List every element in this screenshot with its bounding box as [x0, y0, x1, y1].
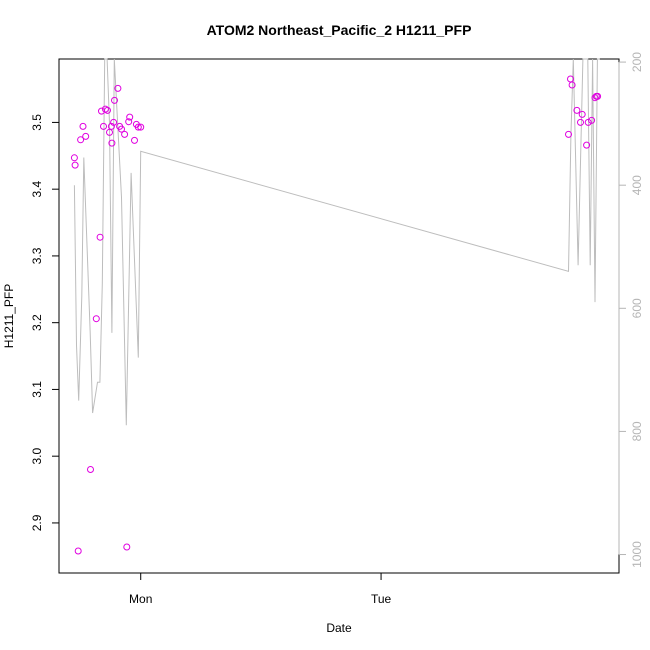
data-point: [77, 136, 85, 144]
pressure-line-layer: [73, 58, 600, 426]
y-tick-label: 3.3: [30, 247, 44, 264]
pressure-series-line: [73, 58, 600, 426]
data-point: [70, 154, 78, 162]
y-tick-label: 3.1: [30, 381, 44, 398]
y2-tick-label: 1000: [630, 541, 644, 568]
data-point-layer: [70, 75, 602, 555]
chart-title: ATOM2 Northeast_Pacific_2 H1211_PFP: [207, 22, 472, 38]
y-tick-label: 3.2: [30, 314, 44, 331]
data-point: [110, 118, 118, 126]
y2-tick-label: 400: [630, 175, 644, 195]
data-point: [131, 136, 138, 144]
x-tick-label: Tue: [371, 592, 392, 606]
plot-frame: [58, 58, 620, 574]
data-point: [74, 547, 82, 555]
data-point: [126, 113, 134, 121]
data-point: [137, 123, 145, 131]
x-axis-label: Date: [326, 621, 352, 635]
y2-tick-label: 200: [630, 52, 644, 72]
data-point: [82, 132, 90, 140]
y2-tick-label: 600: [630, 298, 644, 318]
data-point: [594, 92, 602, 100]
data-point: [108, 139, 116, 147]
data-point: [71, 161, 79, 169]
data-point: [573, 106, 581, 114]
y-axis-label: H1211_PFP: [2, 284, 16, 348]
data-point: [104, 106, 111, 114]
data-point: [125, 118, 133, 126]
data-point: [583, 141, 591, 149]
data-point: [79, 122, 87, 130]
y2-tick-label: 800: [630, 421, 644, 441]
data-point: [121, 130, 129, 138]
data-point: [114, 84, 122, 92]
data-point: [100, 122, 107, 130]
y2-axis: 200 400 600 800 1000: [618, 52, 644, 568]
data-point: [107, 122, 115, 130]
y-tick-label: 3.0: [30, 448, 44, 465]
y-tick-label: 3.4: [30, 181, 44, 198]
data-point: [584, 118, 592, 126]
data-point: [106, 128, 113, 136]
x-axis: Mon Tue: [129, 572, 392, 606]
data-point: [588, 116, 596, 124]
data-point: [568, 81, 576, 89]
data-point: [96, 233, 104, 241]
data-point: [578, 110, 586, 118]
data-point: [123, 543, 131, 551]
x-tick-label: Mon: [129, 592, 152, 606]
data-point: [565, 130, 572, 138]
data-point: [111, 96, 118, 104]
data-point: [134, 123, 142, 131]
data-point: [87, 466, 94, 473]
data-point: [577, 118, 584, 126]
y-tick-label: 2.9: [30, 514, 44, 531]
y-axis: 2.9 3.0 3.1 3.2 3.3 3.4 3.5: [30, 114, 60, 531]
data-point: [118, 125, 125, 133]
data-point: [92, 315, 100, 323]
y-tick-label: 3.5: [30, 114, 44, 131]
